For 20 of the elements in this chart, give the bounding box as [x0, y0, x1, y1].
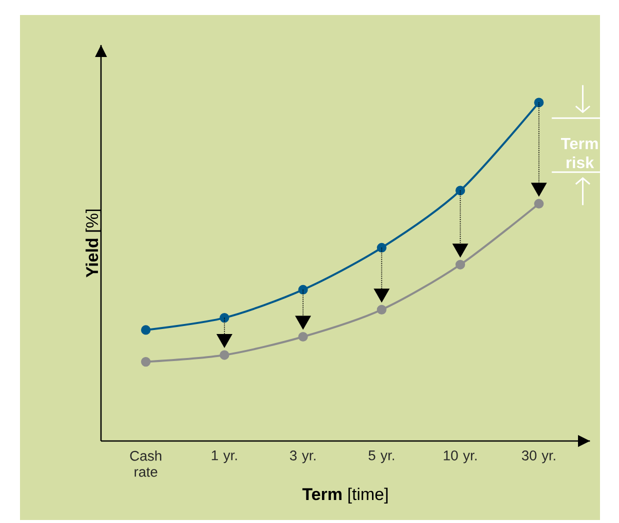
point [298, 332, 308, 342]
point [298, 284, 308, 295]
point [455, 260, 466, 270]
point [534, 198, 544, 209]
x-axis-title: Term [time] [302, 488, 388, 504]
point [534, 98, 544, 108]
x-tick-label: 5 yr. [368, 450, 394, 464]
point [220, 350, 230, 360]
annotation: Term risk [560, 138, 598, 168]
x-tick-label: Cash rate [130, 450, 162, 477]
point [220, 313, 230, 323]
x-tick-label: 10 yr. [444, 450, 477, 464]
point [141, 325, 151, 335]
point [455, 186, 466, 196]
x-tick-label: 3 yr. [290, 450, 316, 464]
point [376, 242, 386, 253]
point [376, 304, 386, 314]
x-tick-label: 1 yr. [212, 450, 237, 464]
point [141, 357, 151, 367]
x-tick-label: 30 yr. [522, 450, 556, 464]
